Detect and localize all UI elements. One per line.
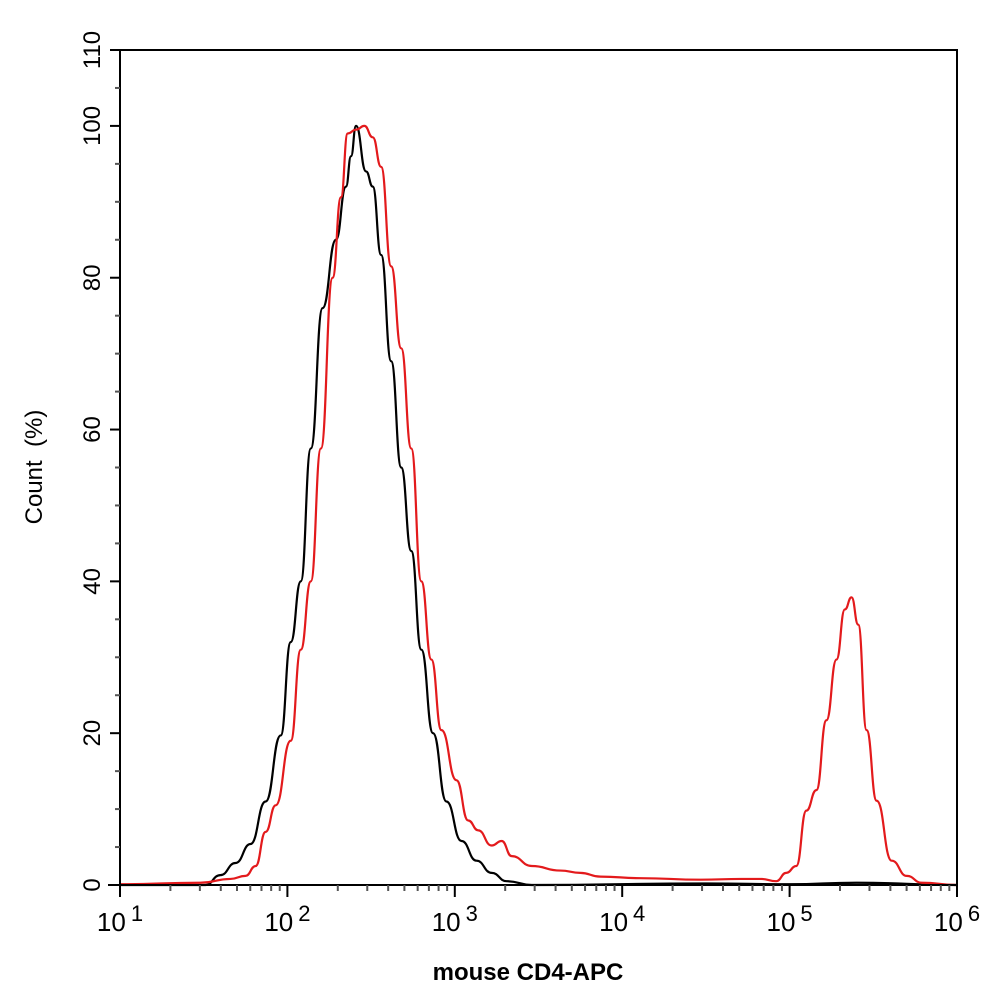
- x-tick-base: 10: [432, 907, 461, 937]
- y-axis-label: Count (%): [21, 410, 48, 525]
- x-tick-base: 10: [264, 907, 293, 937]
- y-tick-label: 0: [79, 878, 106, 891]
- x-tick-exponent: 1: [131, 901, 143, 926]
- x-axis-label: mouse CD4-APC: [433, 959, 624, 986]
- x-tick-exponent: 3: [466, 901, 478, 926]
- plot-frame: [119, 49, 958, 886]
- x-tick-label: 10 4: [599, 901, 645, 937]
- series-line-black: [119, 124, 958, 887]
- x-tick-label: 10 5: [767, 901, 813, 937]
- series-line-red: [119, 124, 958, 887]
- x-tick-base: 10: [934, 907, 963, 937]
- y-tick-label: 60: [79, 416, 106, 443]
- x-tick-label: 10 2: [264, 901, 310, 937]
- y-tick-label: 110: [79, 31, 106, 69]
- x-tick-exponent: 4: [633, 901, 645, 926]
- x-tick-exponent: 5: [800, 901, 812, 926]
- y-tick-label: 80: [79, 264, 106, 291]
- x-tick-label: 10 1: [97, 901, 143, 937]
- x-tick-base: 10: [599, 907, 628, 937]
- x-tick-base: 10: [97, 907, 126, 937]
- x-tick-exponent: 6: [968, 901, 980, 926]
- x-tick-exponent: 2: [298, 901, 310, 926]
- y-tick-label: 100: [79, 106, 106, 146]
- x-tick-label: 10 3: [432, 901, 478, 937]
- y-tick-label: 20: [79, 720, 106, 747]
- x-tick-base: 10: [767, 907, 796, 937]
- x-tick-label: 10 6: [934, 901, 980, 937]
- y-tick-label: 40: [79, 568, 106, 595]
